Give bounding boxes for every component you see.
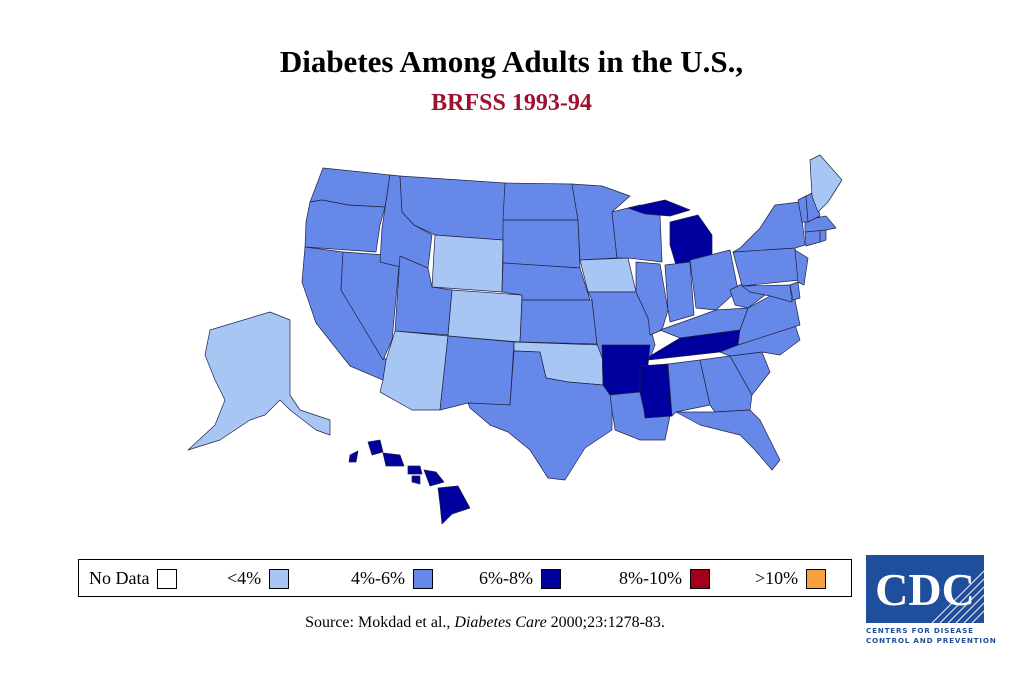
map-subtitle: BRFSS 1993-94	[431, 90, 592, 116]
state-oh	[689, 249, 739, 311]
legend-item-lt4: <4%	[227, 568, 290, 589]
state-il	[635, 261, 669, 336]
state-nj	[794, 249, 809, 286]
legend-swatch	[412, 568, 433, 589]
legend-item-6-8: 6%-8%	[479, 568, 561, 589]
source-prefix: Source: Mokdad et al.,	[305, 614, 455, 631]
state-ak	[187, 311, 331, 451]
state-pa	[732, 247, 801, 287]
state-in	[664, 261, 695, 323]
state-tx	[467, 350, 613, 481]
legend-label: <4%	[227, 568, 262, 588]
state-co	[447, 289, 523, 343]
legend-swatch	[157, 568, 178, 589]
legend-label: >10%	[755, 568, 799, 588]
state-sd	[502, 219, 581, 269]
state-ia	[579, 257, 637, 293]
source-journal: Diabetes Care	[454, 614, 547, 631]
legend-item-no-data: No Data	[89, 568, 178, 589]
state-or	[304, 199, 386, 253]
state-me	[809, 154, 843, 213]
cdc-tagline-1: Centers for Disease	[866, 626, 974, 635]
cdc-tagline-2: Control and Prevention	[866, 636, 997, 645]
map-title: Diabetes Among Adults in the U.S.,	[279, 44, 744, 79]
legend-label: 6%-8%	[479, 568, 533, 588]
state-ks	[519, 299, 598, 345]
legend-swatch	[689, 568, 710, 589]
state-ct	[804, 229, 821, 247]
state-nh	[805, 191, 821, 223]
state-de	[789, 281, 801, 301]
state-al	[667, 359, 711, 417]
legend-item-gt10: >10%	[755, 568, 827, 589]
state-ri	[819, 229, 827, 243]
state-ms	[639, 363, 673, 419]
legend-item-4-6: 4%-6%	[351, 568, 433, 589]
legend-label: No Data	[89, 568, 150, 588]
state-hi	[348, 439, 471, 525]
cdc-logo-text: CDC	[875, 564, 975, 615]
cdc-logo: CDC	[866, 555, 984, 623]
legend: No Data <4% 4%-6% 6%-8% 8%-10% >10%	[78, 559, 852, 597]
state-nd	[502, 182, 579, 221]
legend-label: 8%-10%	[619, 568, 682, 588]
state-wy	[431, 234, 504, 293]
state-wi	[611, 204, 663, 263]
legend-item-8-10: 8%-10%	[619, 568, 710, 589]
state-nm	[439, 335, 515, 411]
source-citation: Source: Mokdad et al., Diabetes Care 200…	[0, 614, 970, 632]
legend-swatch	[806, 568, 827, 589]
state-ny	[732, 201, 806, 253]
legend-label: 4%-6%	[351, 568, 405, 588]
legend-swatch	[540, 568, 561, 589]
legend-swatch	[269, 568, 290, 589]
state-md	[741, 284, 793, 303]
source-suffix: 2000;23:1278-83.	[546, 614, 665, 631]
state-fl	[675, 409, 781, 471]
